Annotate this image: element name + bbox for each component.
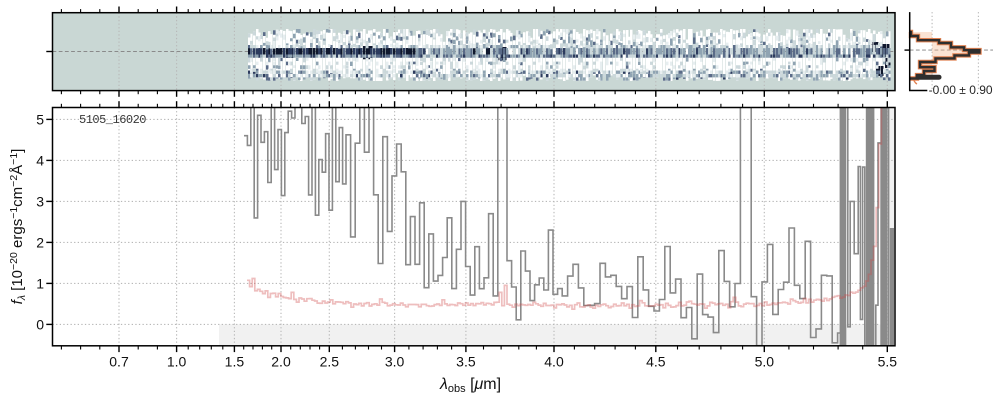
svg-text:5.0: 5.0 (755, 353, 775, 369)
svg-text:4.0: 4.0 (544, 353, 564, 369)
svg-text:4.5: 4.5 (646, 353, 666, 369)
svg-text:3: 3 (36, 193, 44, 209)
svg-text:0.7: 0.7 (109, 353, 129, 369)
svg-text:2: 2 (36, 234, 44, 250)
svg-text:0: 0 (36, 316, 44, 332)
svg-text:1.5: 1.5 (225, 353, 245, 369)
svg-text:3.0: 3.0 (385, 353, 405, 369)
svg-text:5.5: 5.5 (878, 353, 898, 369)
svg-text:λobs [μm]: λobs [μm] (439, 376, 501, 395)
svg-text:-0.00 ± 0.90: -0.00 ± 0.90 (929, 83, 993, 97)
svg-text:5: 5 (36, 111, 44, 127)
svg-text:1.0: 1.0 (167, 353, 187, 369)
svg-text:2.5: 2.5 (320, 353, 340, 369)
svg-text:fλ [10−20 ergs−1cm−2Å−1]: fλ [10−20 ergs−1cm−2Å−1] (8, 149, 28, 305)
svg-text:1: 1 (36, 275, 44, 291)
svg-text:2.0: 2.0 (271, 353, 291, 369)
svg-text:5105_16020: 5105_16020 (79, 113, 146, 127)
svg-text:4: 4 (36, 152, 44, 168)
svg-text:3.5: 3.5 (456, 353, 476, 369)
